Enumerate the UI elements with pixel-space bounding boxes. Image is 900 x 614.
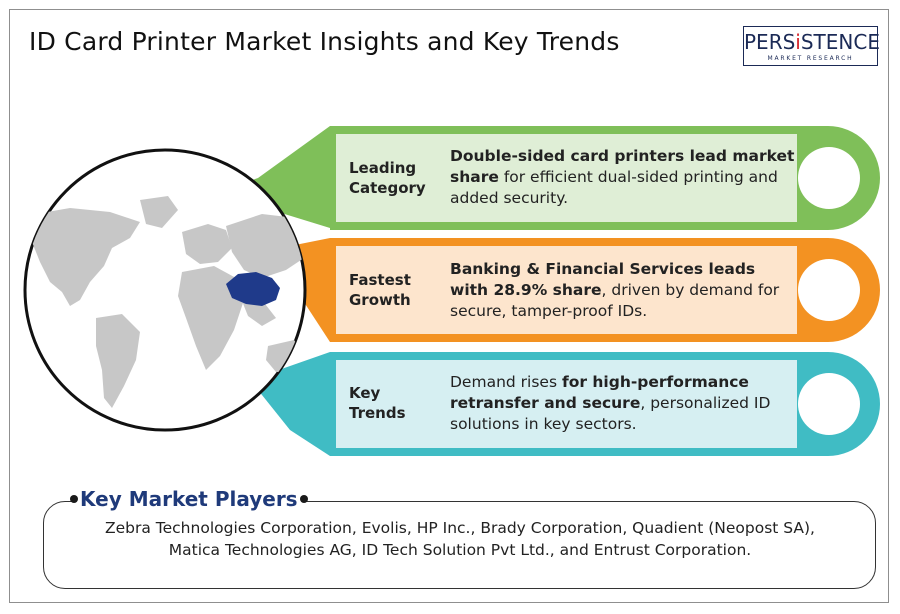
players-title: Key Market Players <box>70 484 308 514</box>
players-box <box>43 501 876 589</box>
green-card-ring <box>798 147 860 209</box>
card-1-category: Leading Category <box>349 159 426 197</box>
card-1-description: Double-sided card printers lead market s… <box>450 147 795 207</box>
card-3-description: Demand rises for high-performance retran… <box>450 373 771 433</box>
logo-subtitle: MARKET RESEARCH <box>767 55 854 62</box>
persistence-logo: PERSiSTENCE MARKET RESEARCH <box>743 26 880 66</box>
europe-shape <box>182 224 232 264</box>
north-america-shape <box>30 208 140 306</box>
asia-shape <box>226 214 305 278</box>
orange-card-ring <box>798 259 860 321</box>
africa-shape <box>178 266 244 370</box>
card-2-description: Banking & Financial Services leads with … <box>450 260 780 320</box>
world-map <box>30 196 305 408</box>
orange-card-panel <box>336 246 797 334</box>
page-title: ID Card Printer Market Insights and Key … <box>29 27 620 56</box>
teal-card-ring <box>798 373 860 435</box>
logo-wordmark: PERSiSTENCE <box>744 30 880 54</box>
south-america-shape <box>96 314 140 408</box>
infographic-frame <box>9 9 889 603</box>
bullet-dot-right <box>299 495 308 503</box>
china-highlight-shape <box>226 272 280 306</box>
green-card-panel <box>336 134 797 222</box>
card-3-category: Key Trends <box>349 384 406 422</box>
greenland-shape <box>140 196 178 228</box>
teal-card-panel <box>336 360 797 448</box>
card-2-category: Fastest Growth <box>349 271 411 309</box>
bullet-dot-left <box>70 495 78 503</box>
players-list: Zebra Technologies Corporation, Evolis, … <box>105 519 815 559</box>
green-wedge <box>216 126 330 228</box>
